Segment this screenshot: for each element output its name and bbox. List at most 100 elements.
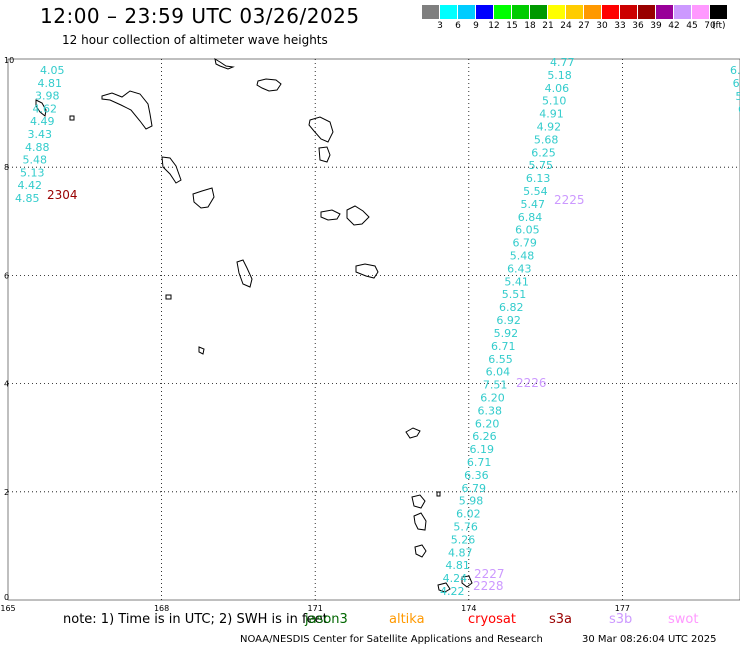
wave-height-legend: 3 6 9 12 15 18 21 24 27 30 33 36 39 42 45 70 (ft) [422,5,728,35]
wave-height-value: 5.54 [523,185,548,198]
legend-color-swatch [638,5,655,19]
legend-color-swatch [530,5,547,19]
satellite-legend-item: cryosat [468,612,516,627]
island-outline [214,57,235,70]
wave-height-value: 4.22 [440,585,465,598]
legend-color-swatch [674,5,691,19]
wave-height-value: 5.10 [542,95,567,108]
wave-height-value: 4.77 [550,56,575,69]
wave-height-value: 6.25 [531,146,556,159]
satellite-legend-item: jason3 [305,612,348,627]
island-outline [35,99,47,117]
legend-unit: (ft) [712,21,726,31]
satellite-legend-item: s3b [609,612,633,627]
wave-height-value: 6.79 [512,237,537,250]
footer-date: 30 Mar 08:26:04 UTC 2025 [582,634,717,645]
lat-lon-grid [8,59,740,600]
legend-tick-label: 42 [668,21,680,31]
satellite-legend-item: swot [668,612,699,627]
legend-color-swatch [566,5,583,19]
wave-height-value: 6.19 [470,443,495,456]
wave-height-values: 4.054.813.984.624.493.434.885.485.134.42… [15,56,740,598]
wave-height-value: 5.26 [451,533,476,546]
legend-tick-label: 18 [524,21,536,31]
wave-height-value: 5 [735,90,740,103]
legend-tick-label: 36 [632,21,644,31]
wave-height-value: 4.49 [30,115,55,128]
wave-height-value: 6.20 [480,391,505,404]
map-title: 12:00 – 23:59 UTC 03/26/2025 [40,4,360,28]
pass-time-label: 2226 [516,376,547,390]
lon-tick-label: 165 [0,604,15,613]
wave-height-value: 5.92 [494,327,519,340]
island-outline [405,427,421,439]
wave-height-value: 5.41 [504,275,529,288]
island-outline [411,494,426,509]
island-outline [69,115,75,121]
satellite-legend-item: s3a [549,612,573,627]
legend-tick-label: 27 [578,21,590,31]
wave-height-value: 6.71 [467,456,492,469]
legend-color-swatch [440,5,457,19]
island-outline [320,209,341,221]
wave-height-value: 4.91 [539,108,564,121]
legend-tick-label: 9 [473,21,479,31]
legend-color-swatch [512,5,529,19]
wave-height-value: 6.82 [499,301,524,314]
legend-tick-label: 6 [455,21,461,31]
island-outline [437,582,451,593]
lat-tick-label: 0 [4,593,9,602]
lat-tick-label: 8 [4,163,9,172]
island-outline [346,205,370,226]
legend-tick-label: 15 [506,21,518,31]
wave-height-value: 6.04 [486,366,511,379]
wave-height-value: 5.48 [510,250,535,263]
lon-tick-label: 168 [154,604,169,613]
island-outline [236,259,253,288]
wave-height-value: 4.24 [443,572,468,585]
satellite-legend-item: altika [389,612,425,627]
legend-color-swatch [620,5,637,19]
wave-height-value: 3.43 [28,128,53,141]
wave-height-value: 6 [738,103,740,116]
island-outline [308,116,334,143]
legend-tick-label: 21 [542,21,554,31]
wave-height-value: 4.81 [38,77,63,90]
wave-height-value: 5.48 [23,154,48,167]
wave-height-value: 5.68 [534,133,559,146]
wave-height-value: 6 [733,77,740,90]
wave-height-value: 4.42 [18,179,43,192]
legend-color-swatch [458,5,475,19]
island-outline [256,78,282,92]
wave-height-value: 6.43 [507,262,532,275]
pass-time-label: 2227 [474,567,505,581]
map-frame [7,58,740,601]
axis-tick-labels: 165 168 171 174 177 0 2 4 6 8 10 [0,56,630,613]
legend-color-swatch [548,5,565,19]
legend-tick-label: 24 [560,21,572,31]
legend-tick-label: 12 [488,21,500,31]
wave-height-value: 5.76 [453,520,478,533]
footer-credit: NOAA/NESDIS Center for Satellite Applica… [240,634,543,645]
wave-height-value: 6.20 [475,417,500,430]
map-subtitle: 12 hour collection of altimeter wave hei… [62,33,328,47]
wave-height-value: 4.87 [448,546,473,559]
wave-height-value: 5.51 [502,288,526,301]
lon-tick-label: 177 [615,604,630,613]
wave-height-value: 6. [730,64,740,77]
island-outline [161,156,182,184]
wave-height-value: 6.38 [478,404,503,417]
wave-height-value: 4.06 [545,82,570,95]
wave-height-value: 6.84 [518,211,543,224]
legend-tick-label: 3 [437,21,443,31]
legend-tick-label: 39 [650,21,662,31]
legend-tick-label: 30 [596,21,608,31]
wave-height-value: 4.81 [445,559,470,572]
wave-height-value: 6.92 [496,314,520,327]
pass-time-label: 2225 [554,193,585,207]
island-outline [165,294,172,300]
wave-height-value: 6.02 [456,508,481,521]
wave-height-value: 4.92 [537,121,562,134]
